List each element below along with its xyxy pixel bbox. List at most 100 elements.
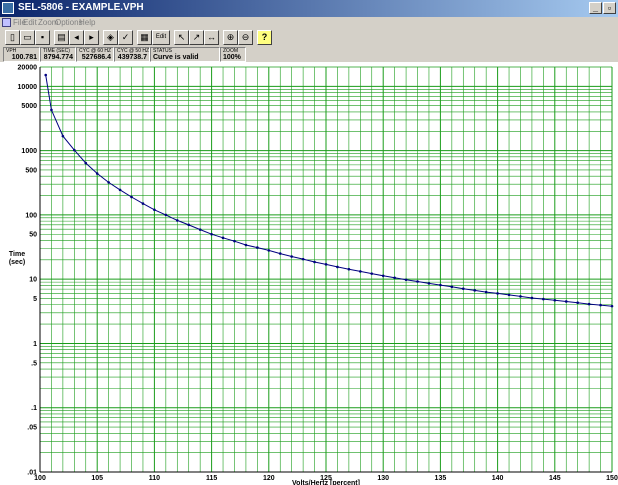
y-axis-label: Time (sec): [9, 251, 25, 266]
data-point: [95, 172, 99, 175]
menu-bar: File Edit Zoom Options Help: [0, 17, 618, 29]
y-tick-label: 1: [33, 341, 37, 348]
zoom-in-icon[interactable]: ⊕: [223, 30, 238, 45]
data-point: [267, 249, 271, 252]
vph-label: VPH: [6, 48, 17, 54]
data-point: [496, 292, 499, 295]
table-icon[interactable]: ▦: [137, 30, 152, 45]
data-point: [244, 243, 248, 247]
help-label: ?: [261, 32, 268, 42]
data-point: [564, 300, 568, 303]
cyc50-label: CYC @ 50 HZ: [117, 48, 150, 54]
zoom-out-icon[interactable]: ⊖: [238, 30, 253, 45]
tvp-curve-chart[interactable]: 100 105 110 115 120 125 130 135 140 145 1502000010…: [0, 62, 618, 485]
y-tick-label: 1000: [21, 148, 37, 155]
data-point: [461, 287, 465, 291]
data-point: [336, 265, 339, 269]
y-tick-label: .05: [27, 425, 37, 432]
y-tick-label: .1: [31, 405, 37, 412]
curve-settings-icon[interactable]: ◈: [103, 30, 118, 45]
menu-options[interactable]: Options: [55, 18, 83, 27]
data-point: [347, 267, 351, 271]
data-point: [587, 302, 591, 306]
document-icon[interactable]: [2, 18, 11, 27]
x-tick-label: 105: [91, 475, 103, 482]
data-point: [507, 293, 511, 297]
y-tick-label: 5: [33, 296, 37, 303]
minimize-icon[interactable]: _: [589, 2, 602, 14]
pointer-icon[interactable]: ↖: [174, 30, 189, 45]
data-point: [233, 239, 236, 243]
data-point: [44, 73, 48, 77]
send-icon[interactable]: ◂: [69, 30, 84, 45]
data-point: [61, 134, 65, 138]
y-tick-label: .5: [31, 360, 37, 367]
y-tick-label: 5000: [21, 103, 37, 110]
zoom-cell: ZOOM 100%: [220, 47, 246, 62]
menu-help[interactable]: Help: [79, 18, 96, 27]
data-point: [370, 272, 374, 275]
data-point: [153, 208, 156, 212]
data-point: [141, 202, 145, 205]
x-tick-label: 145: [549, 475, 561, 482]
move-point-icon[interactable]: ↗: [189, 30, 204, 45]
data-point: [576, 301, 579, 305]
cyc50-cell: CYC @ 50 HZ 439738.7: [114, 47, 150, 62]
x-tick-label: 115: [206, 475, 217, 482]
x-tick-label: 135: [435, 475, 447, 482]
zoom-value: 100%: [223, 54, 241, 61]
x-tick-label: 125: [320, 475, 332, 482]
help-icon[interactable]: ?: [257, 30, 272, 45]
menu-zoom[interactable]: Zoom: [38, 18, 59, 27]
y-tick-label: .01: [27, 470, 37, 477]
open-folder-icon[interactable]: ▭: [20, 30, 35, 45]
data-point: [221, 236, 225, 240]
data-point: [416, 280, 419, 283]
data-point: [73, 148, 76, 152]
app-icon: [2, 2, 14, 14]
y-tick-label: 10000: [18, 84, 38, 91]
x-tick-label: 150: [606, 475, 618, 482]
data-point: [599, 303, 602, 307]
plot-area[interactable]: 100 105 110 115 120 125 130 135 140 145 150 20000 10…: [0, 62, 618, 485]
data-point: [381, 274, 385, 278]
menu-edit[interactable]: Edit: [23, 18, 37, 27]
y-tick-label: 500: [25, 167, 37, 174]
data-point: [313, 260, 316, 264]
new-file-icon[interactable]: ▯: [5, 30, 20, 45]
data-point: [484, 290, 488, 294]
x-axis-label: Volts/Hertz [percent]: [292, 480, 360, 485]
cyc60-value: 527686.4: [81, 54, 111, 61]
data-point: [278, 252, 282, 255]
data-point: [610, 304, 614, 308]
save-icon[interactable]: ▪: [35, 30, 50, 45]
receive-icon[interactable]: ▸: [84, 30, 99, 45]
validate-check-icon[interactable]: ✓: [118, 30, 133, 45]
data-point: [175, 219, 179, 222]
window-title: SEL-5806 - EXAMPLE.VPH: [18, 2, 144, 13]
x-tick-label: 130: [377, 475, 389, 482]
vph-value: 100.781: [11, 54, 37, 61]
range-icon[interactable]: ↔: [204, 30, 219, 45]
edit-button[interactable]: Edit: [152, 30, 170, 45]
print-icon[interactable]: ▤: [54, 30, 69, 45]
data-point: [290, 255, 293, 258]
data-point: [324, 263, 328, 266]
y-tick-label: 20000: [18, 65, 38, 72]
data-point: [473, 289, 477, 292]
x-tick-label: 120: [263, 475, 275, 482]
data-point: [439, 283, 442, 287]
data-point: [187, 223, 191, 227]
data-point: [530, 296, 534, 300]
x-tick-label: 140: [492, 475, 504, 482]
status-label: STATUS: [153, 48, 172, 54]
data-point: [50, 108, 53, 112]
y-tick-label: 50: [29, 232, 37, 239]
restore-icon[interactable]: ▫: [603, 2, 616, 14]
data-point: [553, 298, 557, 302]
data-point: [301, 257, 305, 261]
data-point: [198, 228, 202, 231]
data-point: [130, 195, 133, 199]
data-point: [404, 278, 408, 282]
menu-file[interactable]: File: [13, 18, 26, 27]
